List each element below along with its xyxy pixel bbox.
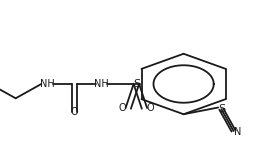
Text: S: S	[133, 79, 140, 89]
Text: O: O	[70, 107, 78, 117]
Text: N: N	[234, 127, 241, 137]
Text: S: S	[218, 104, 225, 114]
Text: NH: NH	[40, 79, 55, 89]
Text: NH: NH	[94, 79, 109, 89]
Text: O: O	[147, 102, 154, 113]
Text: O: O	[119, 102, 126, 113]
